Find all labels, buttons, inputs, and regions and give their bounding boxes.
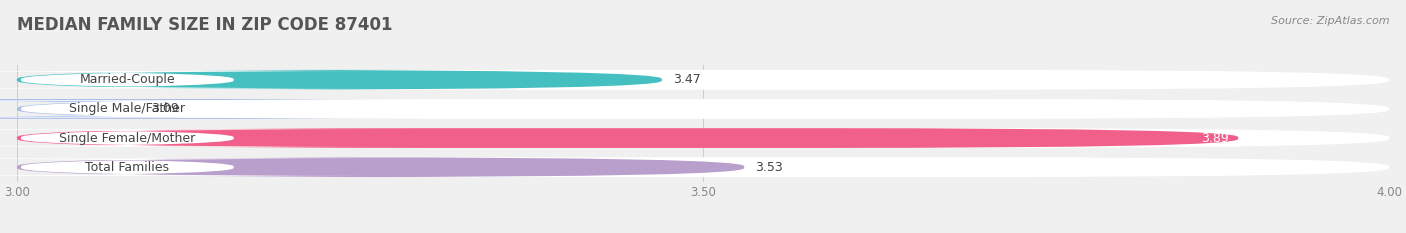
- FancyBboxPatch shape: [0, 129, 391, 147]
- FancyBboxPatch shape: [0, 71, 391, 89]
- Text: 3.09: 3.09: [152, 103, 179, 115]
- FancyBboxPatch shape: [17, 157, 1389, 177]
- FancyBboxPatch shape: [0, 99, 437, 119]
- Text: Single Female/Mother: Single Female/Mother: [59, 132, 195, 144]
- FancyBboxPatch shape: [17, 128, 1239, 148]
- Text: MEDIAN FAMILY SIZE IN ZIP CODE 87401: MEDIAN FAMILY SIZE IN ZIP CODE 87401: [17, 16, 392, 34]
- FancyBboxPatch shape: [17, 128, 1389, 148]
- Text: 3.53: 3.53: [755, 161, 783, 174]
- FancyBboxPatch shape: [17, 70, 1389, 90]
- FancyBboxPatch shape: [17, 99, 1389, 119]
- Text: Single Male/Father: Single Male/Father: [69, 103, 186, 115]
- FancyBboxPatch shape: [17, 70, 662, 90]
- FancyBboxPatch shape: [17, 157, 744, 177]
- FancyBboxPatch shape: [0, 158, 391, 176]
- Text: 3.89: 3.89: [1201, 132, 1229, 144]
- Text: Married-Couple: Married-Couple: [80, 73, 176, 86]
- Text: Total Families: Total Families: [86, 161, 169, 174]
- Text: 3.47: 3.47: [673, 73, 700, 86]
- Text: Source: ZipAtlas.com: Source: ZipAtlas.com: [1271, 16, 1389, 26]
- FancyBboxPatch shape: [0, 100, 391, 118]
